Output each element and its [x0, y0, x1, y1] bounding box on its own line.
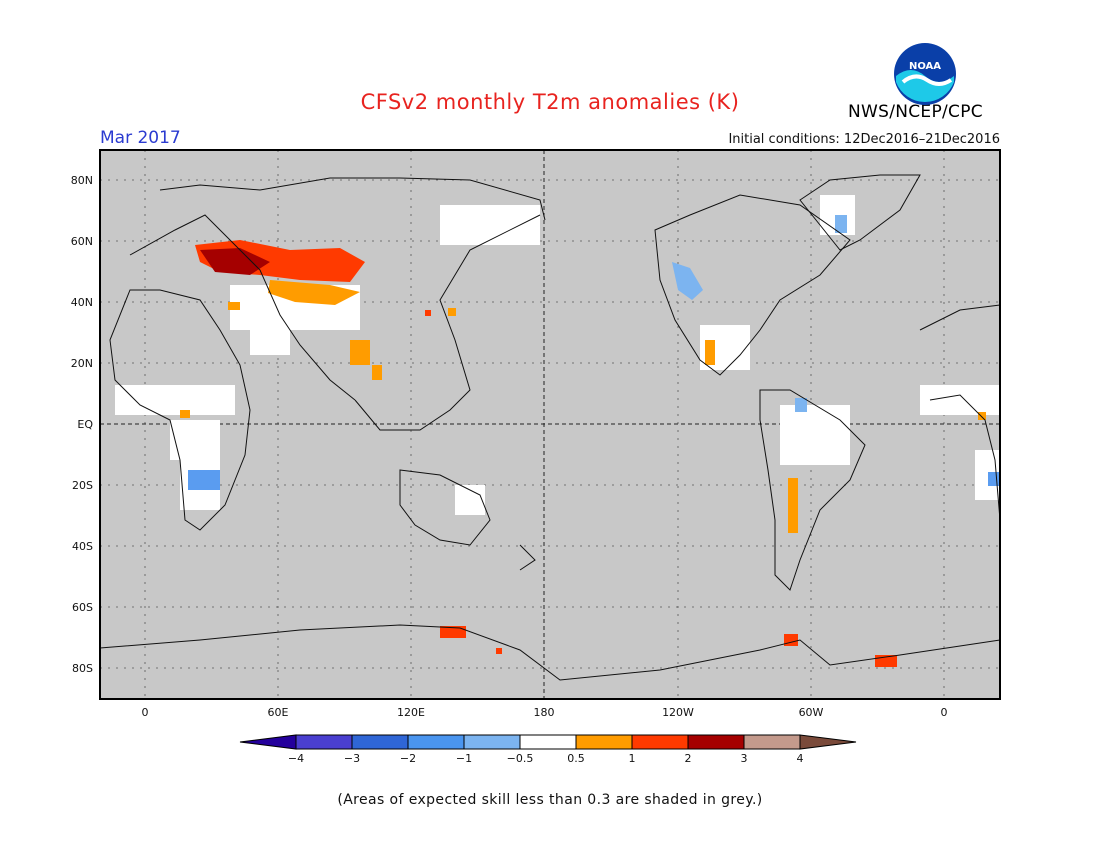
lat-label: 40S	[72, 540, 93, 553]
valid-month: Mar 2017	[100, 128, 181, 148]
colorbar-arrow-high	[799, 734, 857, 750]
map-panel: 80N 60N 40N 20N EQ 20S 40S 60S 80S 0 60E…	[71, 149, 1001, 719]
lat-label: 20S	[72, 479, 93, 492]
colorbar-swatch	[631, 734, 689, 750]
lon-label: 0	[142, 706, 149, 719]
color-bar-labels: −4 −3 −2 −1 −0.5 0.5 1 2 3 4	[288, 752, 804, 765]
colorbar-swatch	[463, 734, 521, 750]
lon-label: 120W	[662, 706, 694, 719]
color-bar-swatches	[239, 734, 857, 750]
colorbar-tick: −3	[344, 752, 360, 765]
colorbar-tick: −2	[400, 752, 416, 765]
colorbar-swatch	[351, 734, 409, 750]
map-gridlines	[100, 150, 1000, 699]
map-frame	[99, 149, 1001, 700]
colorbar-tick: −0.5	[507, 752, 534, 765]
colorbar-tick: −1	[456, 752, 472, 765]
lon-label: 120E	[397, 706, 425, 719]
lon-label: 0	[941, 706, 948, 719]
colorbar-swatch	[407, 734, 465, 750]
longitude-labels: 0 60E 120E 180 120W 60W 0	[142, 706, 948, 719]
colorbar-tick: 0.5	[567, 752, 585, 765]
colorbar-swatch	[687, 734, 745, 750]
cool-anomalies	[188, 215, 1000, 490]
lat-label: 80S	[72, 662, 93, 675]
lon-label: 60W	[799, 706, 824, 719]
colorbar-tick: 3	[741, 752, 748, 765]
organization-label: NWS/NCEP/CPC	[848, 102, 983, 122]
noaa-logo: NOAA	[894, 43, 956, 105]
lon-label: 180	[534, 706, 555, 719]
coastlines	[99, 174, 1001, 681]
lat-label: EQ	[77, 418, 93, 431]
colorbar-tick: 1	[629, 752, 636, 765]
lat-label: 80N	[71, 174, 93, 187]
colorbar-tick: −4	[288, 752, 304, 765]
colorbar-tick: 4	[797, 752, 804, 765]
lat-label: 40N	[71, 296, 93, 309]
lat-label: 60S	[72, 601, 93, 614]
lat-label: 60N	[71, 235, 93, 248]
colorbar-arrow-low	[239, 734, 297, 750]
lat-label: 20N	[71, 357, 93, 370]
logo-text: NOAA	[909, 61, 941, 72]
latitude-labels: 80N 60N 40N 20N EQ 20S 40S 60S 80S	[71, 174, 94, 675]
colorbar-swatch	[743, 734, 801, 750]
color-bar: −4 −3 −2 −1 −0.5 0.5 1 2 3 4	[239, 734, 857, 765]
colorbar-swatch	[575, 734, 633, 750]
chart-title: CFSv2 monthly T2m anomalies (K)	[360, 90, 740, 114]
colorbar-swatch	[519, 734, 577, 750]
warm-anomalies	[180, 240, 986, 667]
initial-conditions: Initial conditions: 12Dec2016–21Dec2016	[728, 132, 1000, 147]
lon-label: 60E	[268, 706, 289, 719]
colorbar-tick: 2	[685, 752, 692, 765]
colorbar-swatch	[295, 734, 353, 750]
skill-note: (Areas of expected skill less than 0.3 a…	[337, 792, 763, 808]
